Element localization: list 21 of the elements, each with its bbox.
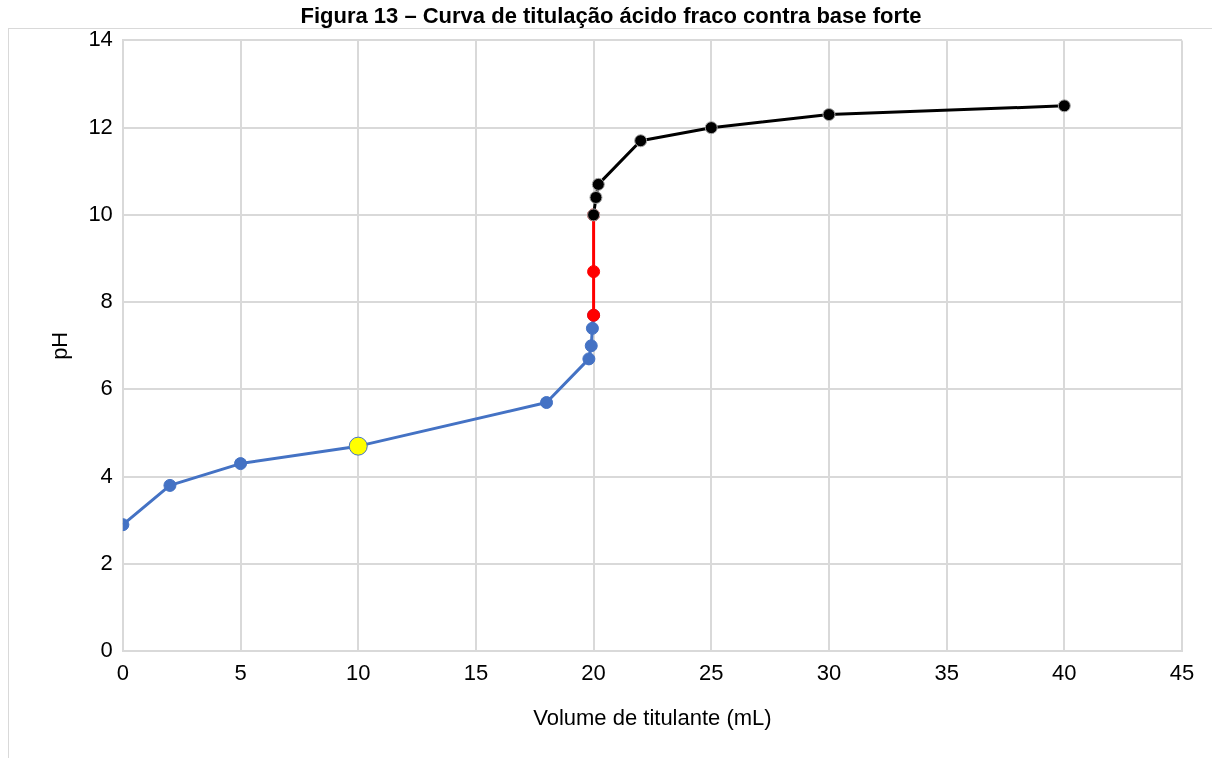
y-tick-label: 8 bbox=[100, 288, 113, 314]
chart-title: Figura 13 – Curva de titulação ácido fraco contra base forte bbox=[300, 3, 922, 29]
x-tick-label: 40 bbox=[1052, 660, 1077, 686]
y-tick-label: 10 bbox=[88, 200, 113, 226]
x-tick-label: 30 bbox=[816, 660, 842, 686]
x-tick-label: 20 bbox=[581, 660, 606, 686]
x-axis-title: Volume de titulante (mL) bbox=[533, 704, 772, 730]
y-tick-label: 6 bbox=[100, 375, 113, 401]
x-tick-label: 10 bbox=[345, 660, 371, 686]
y-axis-title: pH bbox=[47, 331, 73, 360]
y-tick-label: 14 bbox=[88, 26, 113, 52]
x-tick-label: 0 bbox=[116, 660, 129, 686]
y-tick-label: 4 bbox=[100, 462, 113, 488]
x-tick-label: 25 bbox=[699, 660, 724, 686]
y-tick-label: 2 bbox=[100, 550, 113, 576]
x-tick-label: 35 bbox=[934, 660, 959, 686]
y-tick-label: 0 bbox=[100, 637, 113, 663]
y-tick-label: 12 bbox=[88, 113, 113, 139]
x-tick-label: 5 bbox=[234, 660, 247, 686]
x-tick-label: 45 bbox=[1169, 660, 1195, 686]
x-tick-label: 15 bbox=[463, 660, 489, 686]
